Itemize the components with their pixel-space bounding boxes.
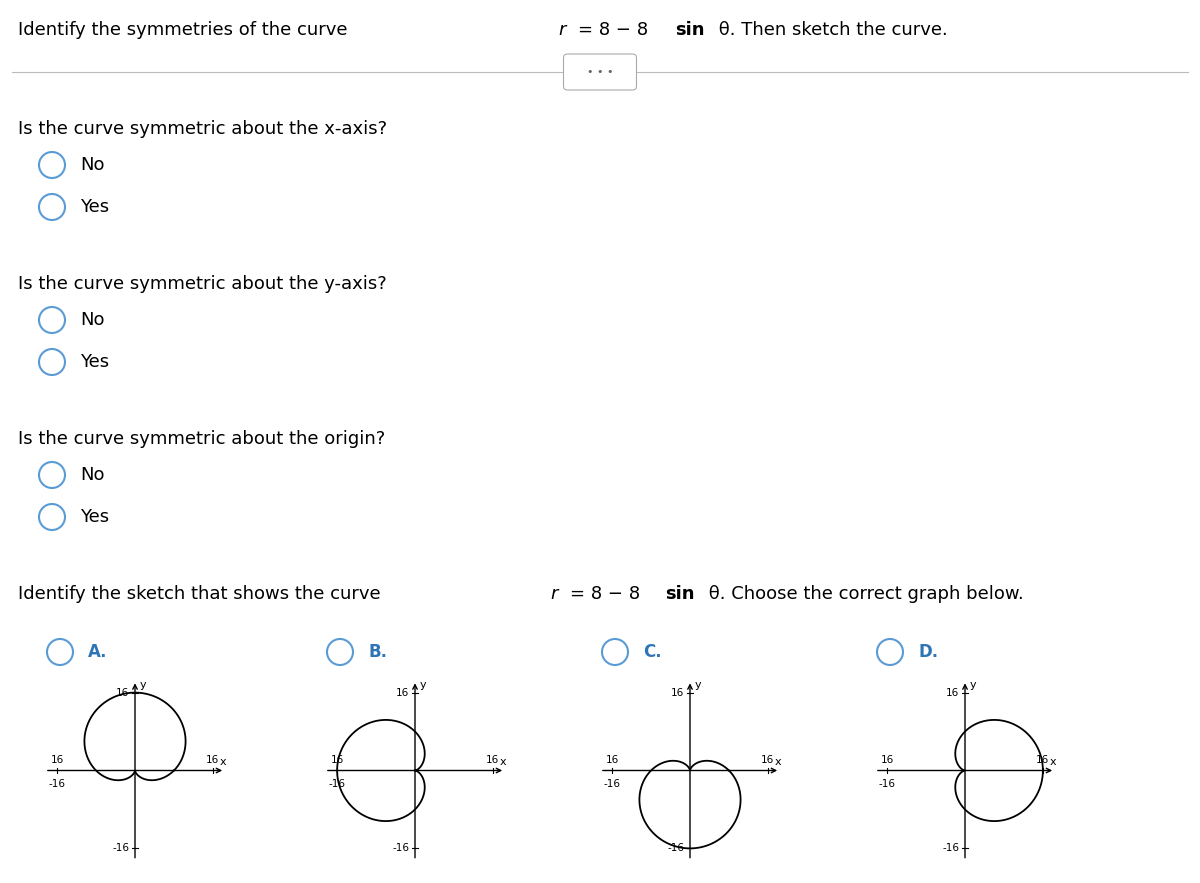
Text: 16: 16 (606, 755, 619, 765)
FancyBboxPatch shape (564, 54, 636, 90)
Text: C.: C. (643, 643, 661, 661)
Text: θ. Then sketch the curve.: θ. Then sketch the curve. (713, 21, 948, 39)
Text: -16: -16 (942, 843, 959, 853)
Text: x: x (220, 757, 227, 766)
Text: No: No (80, 466, 104, 484)
Text: Yes: Yes (80, 198, 109, 216)
Text: • • •: • • • (587, 67, 613, 77)
Text: -16: -16 (878, 780, 895, 789)
Text: sin: sin (674, 21, 704, 39)
Text: 16: 16 (50, 755, 64, 765)
Text: Yes: Yes (80, 508, 109, 526)
Text: -16: -16 (604, 780, 620, 789)
Text: B.: B. (368, 643, 388, 661)
Text: 16: 16 (881, 755, 894, 765)
Text: sin: sin (665, 585, 695, 603)
Text: Is the curve symmetric about the origin?: Is the curve symmetric about the origin? (18, 430, 385, 448)
Text: x: x (500, 757, 506, 766)
Text: 16: 16 (761, 755, 774, 765)
Text: 16: 16 (1037, 755, 1050, 765)
Text: -16: -16 (392, 843, 409, 853)
Text: -16: -16 (49, 780, 66, 789)
Text: r: r (550, 585, 557, 603)
Text: 16: 16 (206, 755, 220, 765)
Text: = 8 − 8: = 8 − 8 (578, 21, 654, 39)
Text: θ. Choose the correct graph below.: θ. Choose the correct graph below. (703, 585, 1024, 603)
Text: Is the curve symmetric about the y-axis?: Is the curve symmetric about the y-axis? (18, 275, 386, 293)
Text: 16: 16 (946, 688, 959, 698)
Text: y: y (420, 681, 426, 691)
Text: Yes: Yes (80, 353, 109, 371)
Text: A.: A. (88, 643, 108, 661)
Text: No: No (80, 156, 104, 174)
Text: 16: 16 (486, 755, 499, 765)
Text: = 8 − 8: = 8 − 8 (570, 585, 646, 603)
Text: D.: D. (918, 643, 938, 661)
Text: 16: 16 (396, 688, 409, 698)
Text: y: y (695, 681, 702, 691)
Text: No: No (80, 311, 104, 329)
Text: -16: -16 (329, 780, 346, 789)
Text: r: r (558, 21, 565, 39)
Text: Identify the sketch that shows the curve: Identify the sketch that shows the curve (18, 585, 386, 603)
Text: Identify the symmetries of the curve: Identify the symmetries of the curve (18, 21, 353, 39)
Text: -16: -16 (112, 843, 130, 853)
Text: x: x (1050, 757, 1056, 766)
Text: 16: 16 (330, 755, 343, 765)
Text: 16: 16 (116, 688, 130, 698)
Text: 16: 16 (671, 688, 684, 698)
Text: y: y (140, 681, 146, 691)
Text: Is the curve symmetric about the x-axis?: Is the curve symmetric about the x-axis? (18, 120, 388, 138)
Text: x: x (775, 757, 781, 766)
Text: y: y (970, 681, 977, 691)
Text: -16: -16 (667, 843, 684, 853)
